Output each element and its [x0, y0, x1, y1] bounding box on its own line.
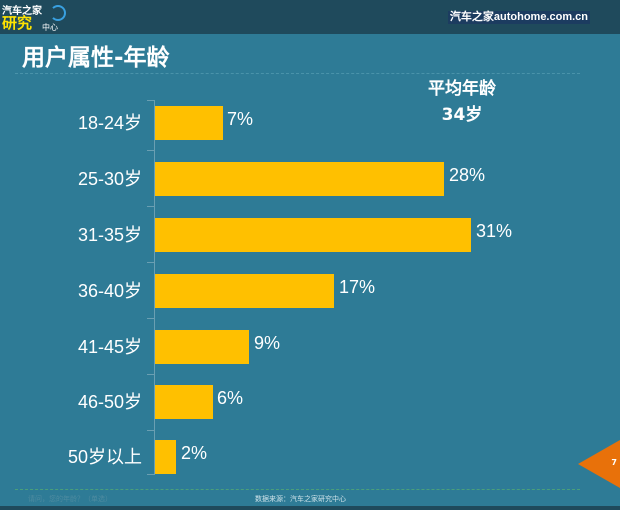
bar [155, 385, 213, 419]
axis-tick [147, 430, 155, 431]
value-label: 2% [181, 443, 208, 463]
axis-tick [147, 150, 155, 151]
footer-divider [15, 489, 580, 490]
axis-tick [147, 262, 155, 263]
logo-line3: 中心 [42, 23, 58, 32]
bar-row: 36-40岁 17% [0, 274, 620, 308]
category-label: 46-50岁 [77, 392, 142, 412]
bar [155, 218, 471, 252]
category-label: 41-45岁 [77, 337, 142, 357]
value-label: 6% [217, 388, 244, 408]
category-label: 31-35岁 [77, 225, 142, 245]
category-label: 50岁以上 [67, 447, 142, 467]
value-label: 17% [339, 277, 376, 297]
logo-line2: 研究 [2, 14, 33, 32]
category-axis [154, 100, 155, 475]
bar [155, 162, 444, 196]
bar [155, 330, 249, 364]
brand-url: 汽车之家autohome.com.cn [447, 11, 590, 24]
header-bar: 汽车之家 研究 中心 汽车之家autohome.com.cn [0, 0, 620, 34]
value-label: 31% [476, 221, 513, 241]
logo-swirl-icon [50, 5, 66, 21]
axis-tick [147, 206, 155, 207]
survey-question: 请问，您的年龄？（单选） [28, 495, 112, 503]
axis-tick [147, 374, 155, 375]
bar [155, 106, 223, 140]
bar [155, 440, 176, 474]
bar-row: 50岁以上 2% [0, 440, 620, 474]
bar-row: 46-50岁 6% [0, 385, 620, 419]
bar [155, 274, 334, 308]
page-number: 7 [611, 458, 617, 467]
average-age-value: 34岁 [441, 105, 483, 125]
average-age-label: 平均年龄 [428, 79, 496, 99]
slide-title: 用户属性-年龄 [22, 45, 170, 71]
page-marker [578, 440, 620, 488]
category-label: 18-24岁 [77, 113, 142, 133]
logo-line1: 汽车之家 [2, 6, 42, 17]
bar-row: 31-35岁 31% [0, 218, 620, 252]
axis-tick [147, 474, 155, 475]
category-label: 36-40岁 [77, 281, 142, 301]
value-label: 28% [449, 165, 486, 185]
autohome-research-logo: 汽车之家 研究 中心 [2, 2, 66, 34]
title-divider [15, 73, 580, 74]
value-label: 9% [254, 333, 281, 353]
average-age-callout: 平均年龄 34岁 [412, 76, 512, 128]
category-label: 25-30岁 [77, 169, 142, 189]
data-source: 数据来源：汽车之家研究中心 [255, 495, 346, 503]
bar-row: 25-30岁 28% [0, 162, 620, 196]
bottom-bar [0, 506, 620, 510]
value-label: 7% [227, 109, 254, 129]
axis-tick [147, 100, 155, 101]
bar-row: 41-45岁 9% [0, 330, 620, 364]
axis-tick [147, 318, 155, 319]
bar-row: 18-24岁 7% [0, 106, 620, 140]
